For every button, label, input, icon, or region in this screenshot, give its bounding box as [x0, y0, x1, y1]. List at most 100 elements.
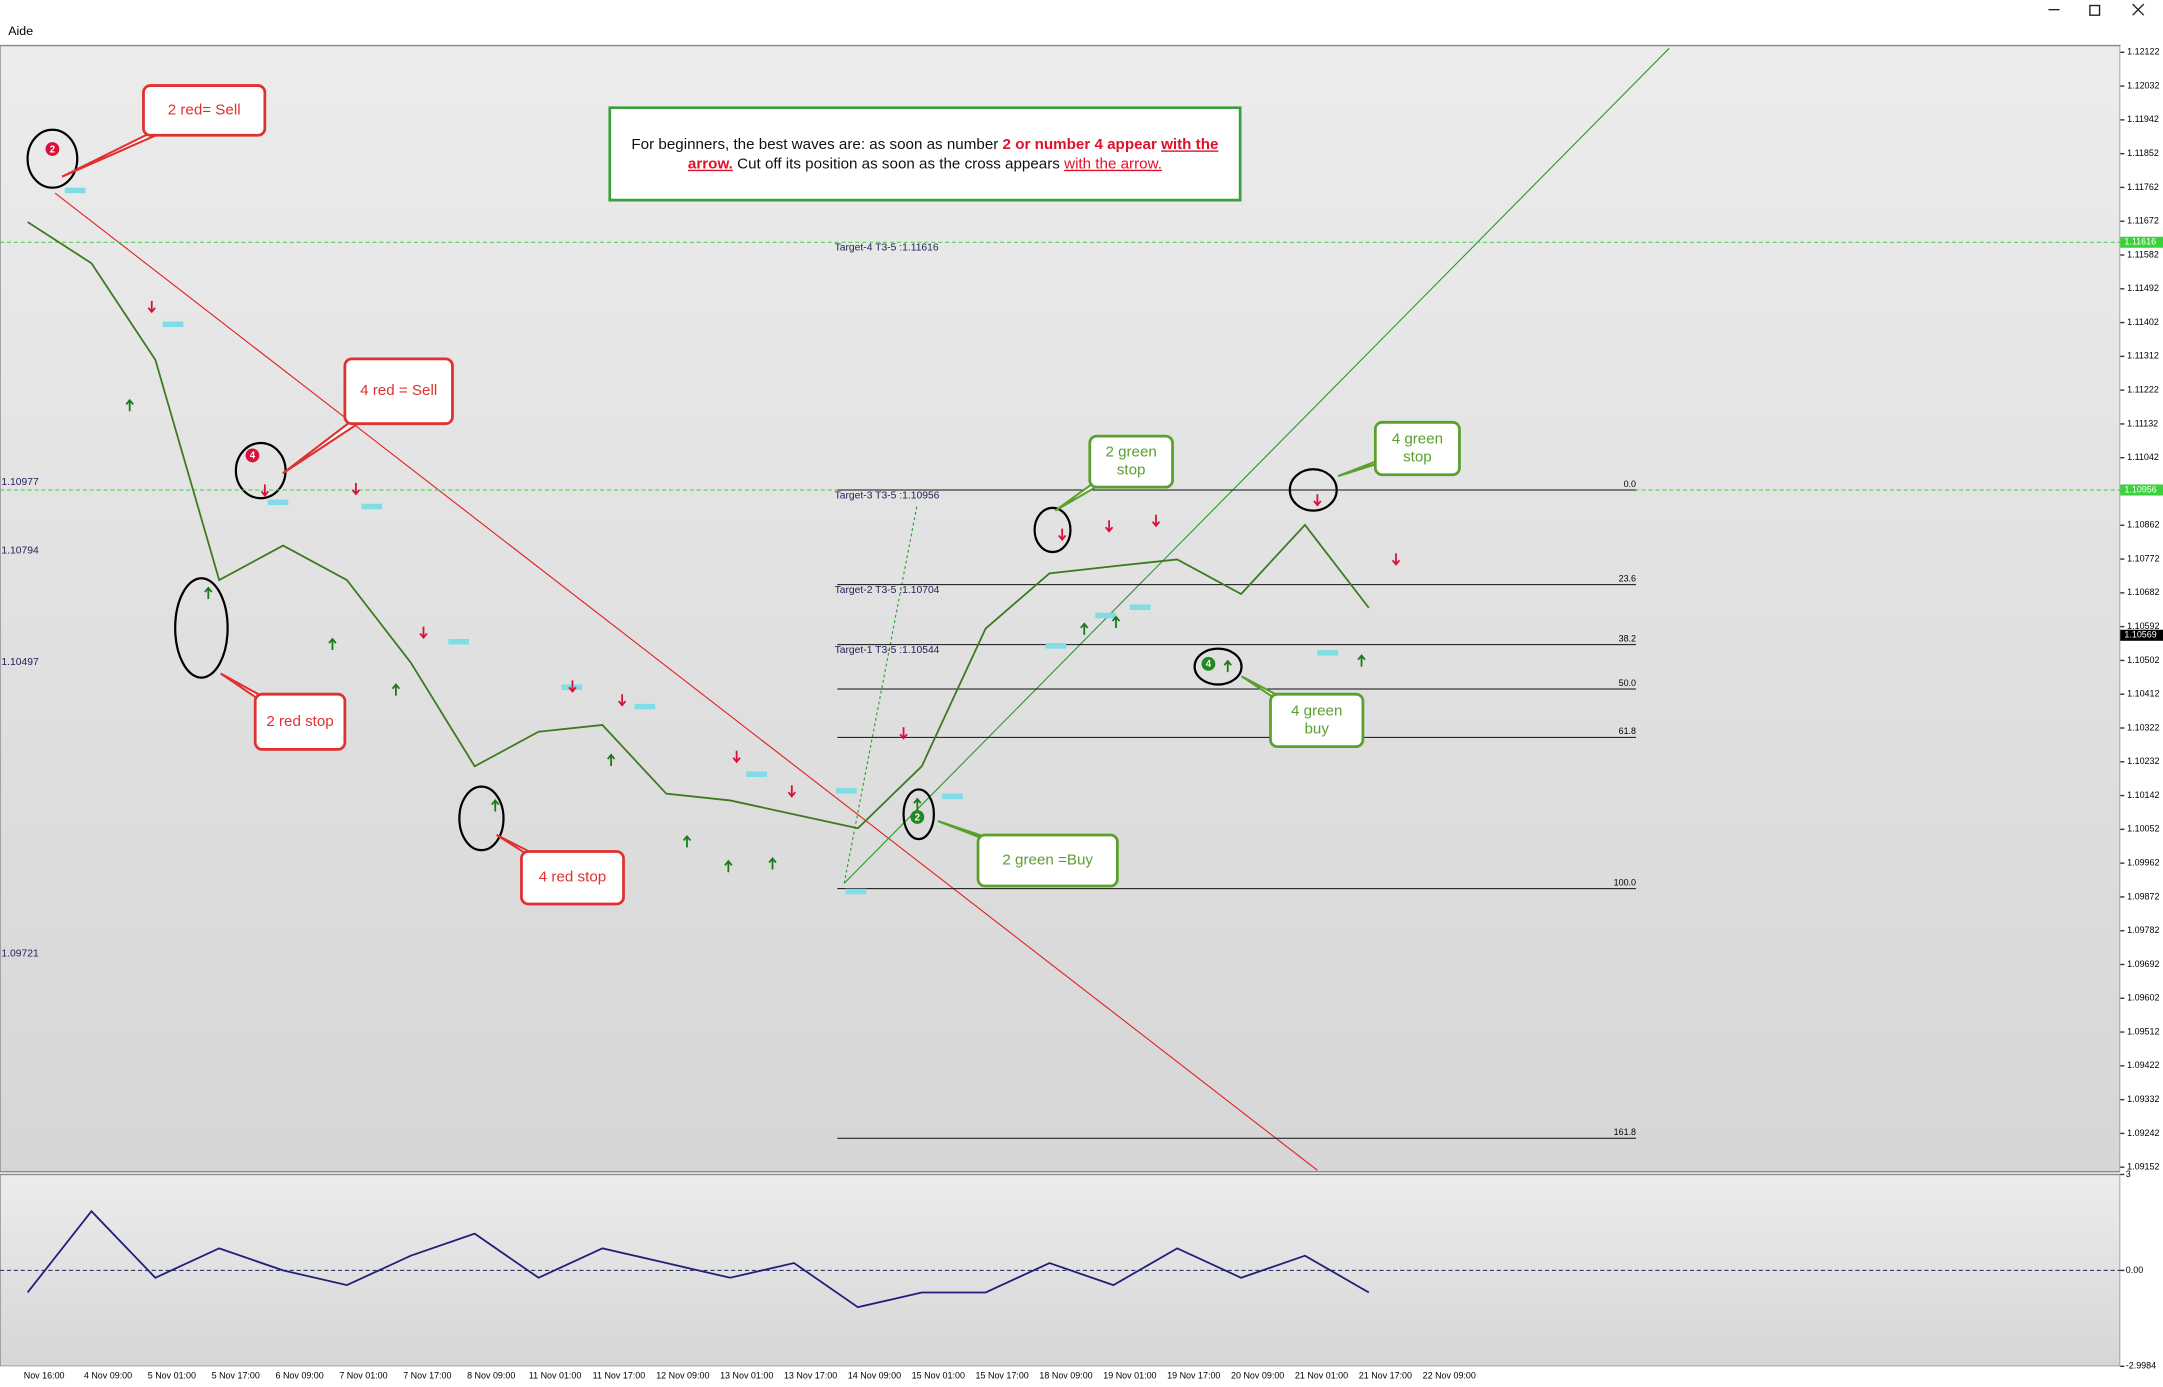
callout-text: 4 red = Sell: [360, 382, 437, 399]
info-text: For beginners, the best waves are: as so…: [608, 106, 1242, 202]
target-label: Target-3 T3-5 :1.10956: [835, 490, 940, 501]
oscillator-line: [26, 1209, 1370, 1309]
x-tick-label: 22 Nov 09:00: [1423, 1370, 1476, 1380]
x-tick-label: 12 Nov 09:00: [656, 1370, 709, 1380]
callout-text: stop: [1403, 449, 1432, 466]
level-label: 1.10977: [1, 477, 39, 488]
buy-arrow: [328, 637, 337, 651]
target-label: Target-1 T3-5 :1.10544: [835, 645, 940, 656]
y-tick-label: 1.09692: [2127, 959, 2159, 969]
signal-box: [162, 321, 184, 328]
sell-arrow: [260, 484, 269, 497]
fib-label: 38.2: [1619, 633, 1636, 643]
buy-arrow: [491, 799, 500, 812]
y-tick-label: 1.09242: [2127, 1128, 2159, 1138]
callout-text: 4 green: [1392, 431, 1443, 448]
wave-marker-label: 4: [250, 451, 256, 462]
price-axis: [2120, 45, 2163, 1387]
y-tick-label: 1.09962: [2127, 857, 2159, 867]
fib-label: 100.0: [1614, 878, 1636, 888]
x-tick-label: 15 Nov 17:00: [976, 1370, 1029, 1380]
callout-box: [1373, 420, 1461, 477]
info-segment: with the arrow.: [687, 136, 1219, 173]
price-box: [2120, 236, 2163, 248]
buy-arrow: [913, 797, 922, 811]
price-box: [2120, 629, 2163, 641]
x-tick-label: 11 Nov 17:00: [593, 1370, 646, 1380]
sell-arrow: [1391, 553, 1401, 566]
info-segment: 2 or number 4 appear: [1002, 136, 1162, 154]
signal-box: [361, 503, 383, 510]
signal-box: [267, 499, 289, 506]
y-tick-label: 1.10592: [2127, 621, 2159, 631]
callout-text: 4 red stop: [539, 869, 606, 886]
wave-marker: [45, 142, 60, 156]
sell-arrow: [419, 626, 428, 640]
buy-arrow: [768, 857, 777, 870]
sell-arrow: [147, 300, 156, 314]
wave-marker-label: 4: [1206, 659, 1212, 670]
sell-arrow: [1151, 514, 1161, 528]
x-tick-label: 20 Nov 09:00: [1231, 1370, 1284, 1380]
y-tick-label: 1.10772: [2127, 553, 2159, 563]
y-tick-label: 1.09872: [2127, 891, 2159, 901]
fib-label: 161.8: [1614, 1127, 1636, 1137]
callout-text: 2 red stop: [266, 713, 333, 730]
sell-arrow: [1058, 528, 1067, 542]
y-tick-label: 1.11042: [2127, 452, 2159, 462]
y-tick-label: 1.11762: [2127, 182, 2159, 192]
sell-arrow: [1104, 520, 1114, 533]
price-box: [2120, 484, 2163, 496]
x-tick-label: 8 Nov 09:00: [467, 1370, 515, 1380]
y-tick-label: 1.10862: [2127, 520, 2159, 530]
y-tick-label: 1.09512: [2127, 1026, 2159, 1036]
buy-arrow: [682, 834, 692, 848]
buy-arrow: [724, 859, 733, 873]
buy-arrow: [606, 753, 616, 766]
callout-box: [520, 850, 625, 906]
info-segment: with the arrow.: [1064, 155, 1162, 173]
wave-marker: [245, 448, 260, 463]
x-tick-label: 6 Nov 09:00: [275, 1370, 323, 1380]
callout-text: 2 green: [1105, 444, 1156, 461]
x-tick-label: 7 Nov 17:00: [403, 1370, 451, 1380]
buy-arrow: [125, 398, 134, 412]
x-tick-label: 14 Nov 09:00: [848, 1370, 901, 1380]
y-tick-label: 1.09602: [2127, 993, 2159, 1003]
callout-text: 4 green: [1291, 702, 1342, 719]
y-tick-label: 1.11672: [2127, 216, 2159, 226]
menu-label[interactable]: Aide: [8, 24, 33, 38]
y-tick-label: 1.09782: [2127, 925, 2159, 935]
y-tick-label: 1.11132: [2127, 418, 2158, 428]
osc-tick-label: 0.00: [2126, 1265, 2143, 1275]
y-tick-label: 1.12032: [2127, 80, 2159, 90]
y-tick-label: 1.12122: [2127, 47, 2159, 57]
sell-arrow: [568, 680, 577, 693]
x-tick-label: 13 Nov 17:00: [784, 1370, 837, 1380]
x-tick-label: 13 Nov 01:00: [720, 1370, 773, 1380]
y-tick-label: 1.11222: [2127, 385, 2159, 395]
level-label: 1.10497: [1, 657, 39, 668]
buy-arrow: [1080, 622, 1089, 635]
x-tick-label: 11 Nov 01:00: [529, 1370, 582, 1380]
window-controls[interactable]: [2048, 3, 2145, 16]
x-tick-label: 21 Nov 01:00: [1295, 1370, 1348, 1380]
y-tick-label: 1.10232: [2127, 756, 2159, 766]
x-tick-label: 18 Nov 09:00: [1039, 1370, 1092, 1380]
y-tick-label: 1.11942: [2127, 114, 2159, 124]
sell-arrow: [732, 750, 741, 764]
trend-line: [843, 503, 918, 884]
wave-marker: [1201, 656, 1216, 671]
time-axis: [0, 1366, 2121, 1387]
y-tick-label: 1.10322: [2127, 722, 2159, 732]
callout-text: buy: [1304, 720, 1329, 737]
buy-arrow: [1111, 615, 1121, 628]
y-tick-label: 1.11402: [2127, 317, 2159, 327]
level-label: 1.09721: [1, 948, 39, 959]
x-tick-label: 7 Nov 01:00: [339, 1370, 387, 1380]
wave-marker-label: 2: [50, 144, 55, 155]
signal-box: [634, 703, 656, 710]
signal-box: [942, 793, 963, 800]
